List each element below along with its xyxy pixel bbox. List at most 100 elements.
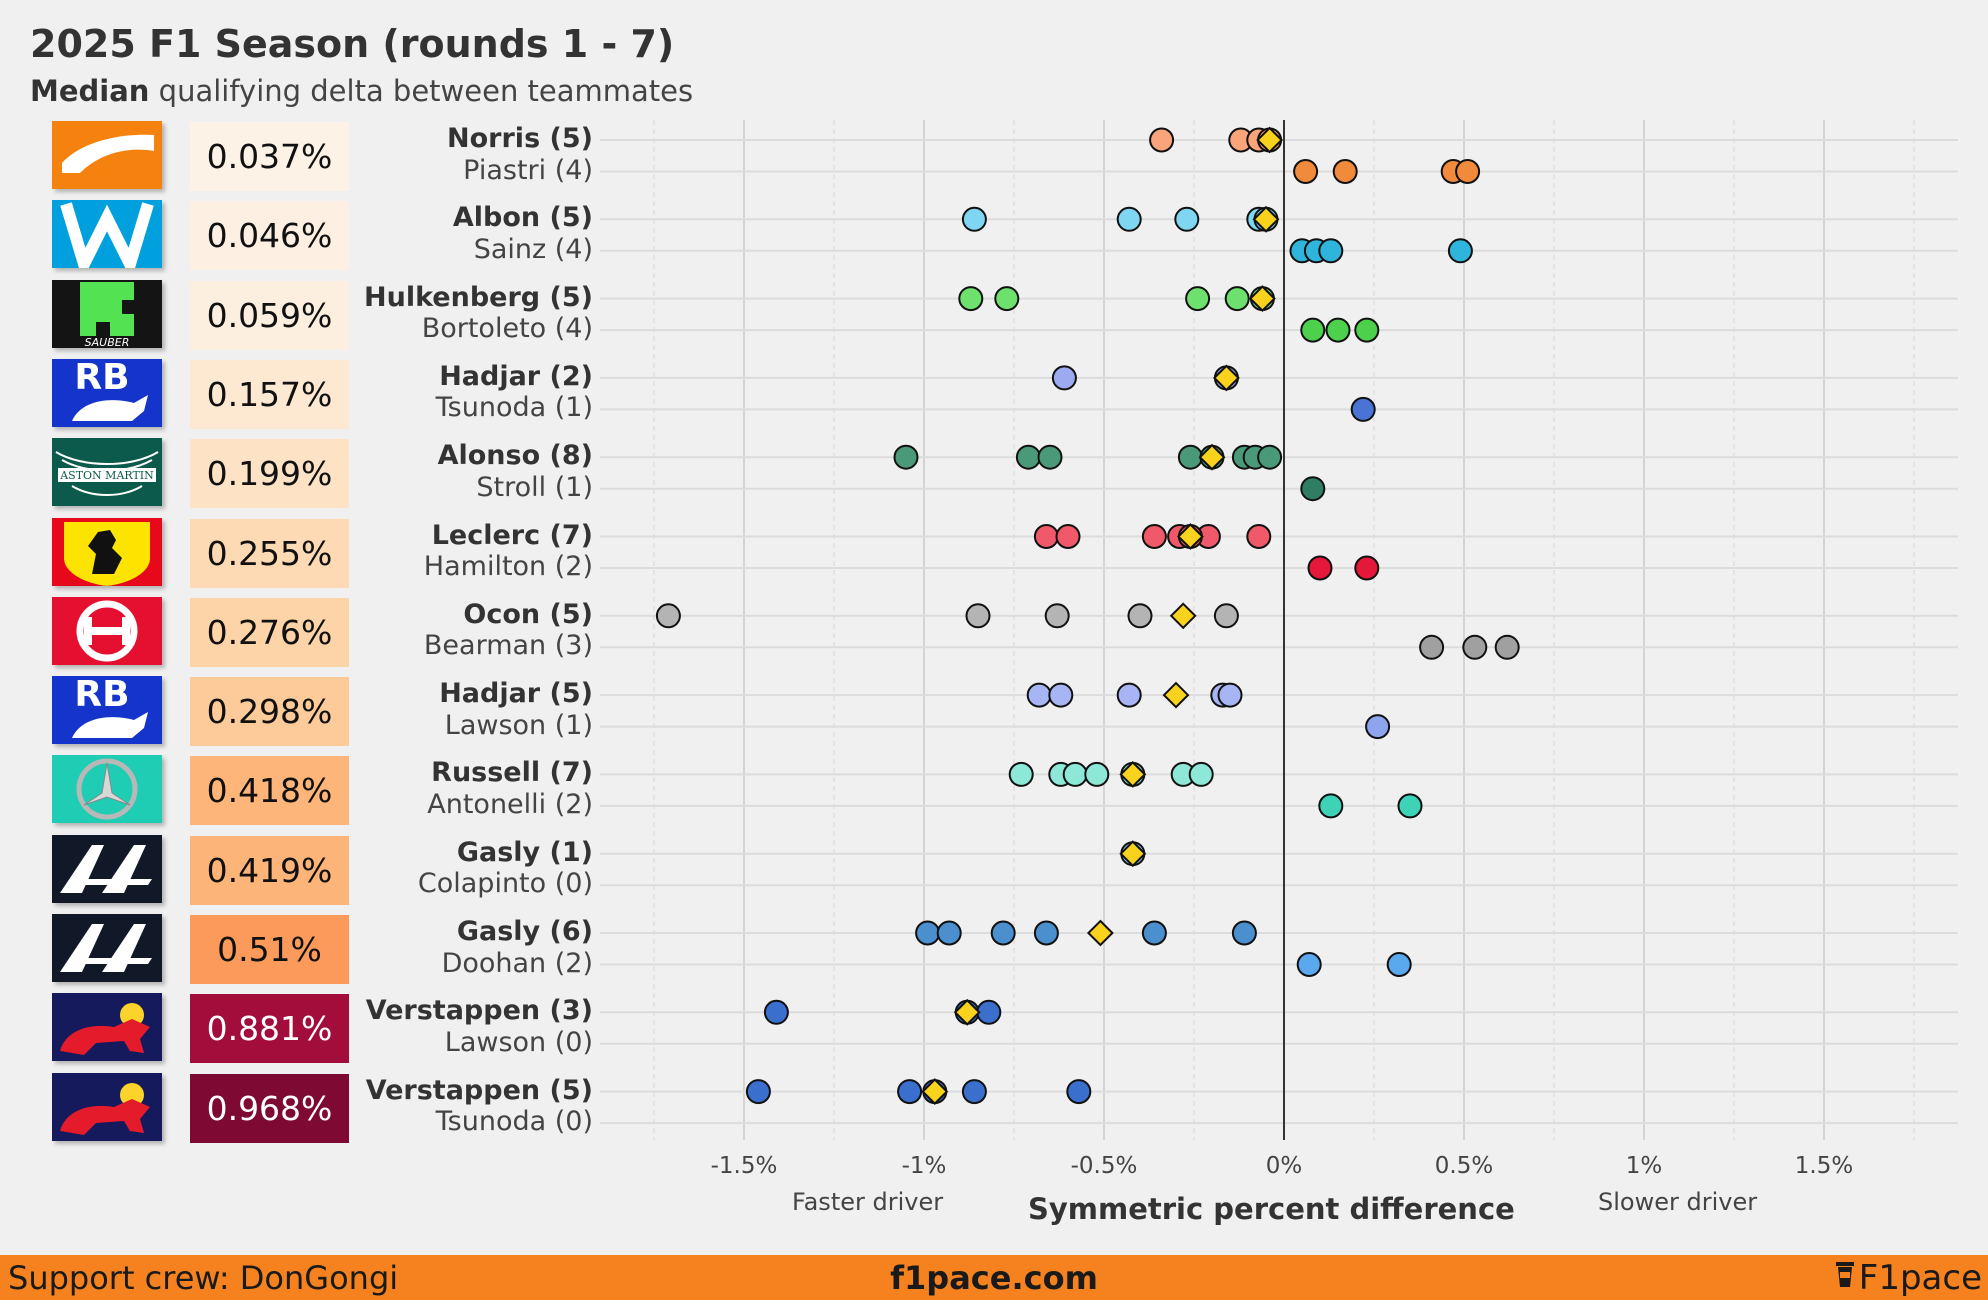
x-tick-label: -1.5% <box>711 1153 778 1179</box>
footer-website[interactable]: f1pace.com <box>890 1259 1098 1297</box>
pair-points <box>1119 840 1147 868</box>
driver-a-point <box>745 1079 771 1105</box>
ferrari-logo <box>52 517 162 586</box>
driver-a-label: Hadjar (2) <box>439 360 593 392</box>
median-delta-value: 0.199% <box>190 439 349 509</box>
x-tick-label: 0% <box>1266 1153 1303 1179</box>
driver-a-point <box>1044 603 1070 629</box>
median-diamond-marker <box>1086 919 1114 947</box>
pair-points <box>1051 364 1376 422</box>
x-tick-label: 0.5% <box>1435 1153 1493 1179</box>
svg-text:SAUBER: SAUBER <box>85 336 130 348</box>
median-diamond-marker <box>1198 443 1226 471</box>
driver-a-point <box>1185 286 1211 312</box>
pair-points <box>1008 760 1423 819</box>
median-diamond-marker <box>1248 285 1276 313</box>
footer-brand-text: F1pace <box>1858 1258 1982 1298</box>
driver-a-point <box>1149 127 1175 153</box>
driver-a-point <box>961 206 987 232</box>
median-delta-value: 0.51% <box>190 915 349 984</box>
driver-a-point <box>1188 761 1214 787</box>
median-delta-value: 0.418% <box>190 756 349 826</box>
median-diamond-marker <box>1169 602 1197 630</box>
driver-a-point <box>893 444 919 470</box>
svg-text:ASTON MARTIN: ASTON MARTIN <box>59 469 154 482</box>
driver-b-point <box>1350 396 1376 422</box>
driver-a-label: Hadjar (5) <box>439 678 593 710</box>
driver-b-label: Tsunoda (1) <box>435 392 593 424</box>
median-diamond-marker <box>1256 126 1284 154</box>
driver-a-point <box>897 1079 923 1105</box>
svg-text:RB: RB <box>74 676 129 715</box>
driver-a-label: Gasly (6) <box>456 916 593 947</box>
driver-a-point <box>936 920 962 946</box>
coffee-cup-icon <box>1835 1258 1855 1298</box>
driver-a-label: Russell (7) <box>431 757 593 789</box>
driver-a-point <box>1217 682 1243 708</box>
driver-b-point <box>1462 634 1488 660</box>
driver-a-point <box>1141 524 1167 549</box>
driver-a-label: Verstappen (5) <box>365 1074 593 1106</box>
driver-a-point <box>1213 603 1239 629</box>
driver-b-point <box>1397 793 1423 819</box>
pair-points <box>893 443 1326 502</box>
chart-subtitle: Median qualifying delta between teammate… <box>30 74 693 108</box>
driver-a-label: Leclerc (7) <box>431 519 593 551</box>
driver-a-point <box>958 286 984 312</box>
driver-b-point <box>1419 634 1445 660</box>
x-tick-label: -0.5% <box>1071 1153 1138 1179</box>
pair-points <box>1033 523 1380 581</box>
haas-logo <box>52 596 162 665</box>
alpine-logo <box>52 834 162 903</box>
red-bull-logo <box>52 1072 162 1141</box>
driver-a-point <box>1257 444 1283 470</box>
williams-logo <box>52 200 162 269</box>
chart-title: 2025 F1 Season (rounds 1 - 7) <box>30 22 675 66</box>
driver-b-label: Colapinto (0) <box>417 868 593 900</box>
driver-b-label: Antonelli (2) <box>427 788 593 820</box>
driver-a-label: Albon (5) <box>452 202 593 234</box>
driver-b-point <box>1365 714 1391 740</box>
x-axis-title: Symmetric percent difference <box>1028 1192 1515 1226</box>
median-diamond-marker <box>1252 205 1280 233</box>
driver-a-point <box>1116 206 1142 232</box>
pair-points <box>745 1078 1092 1106</box>
driver-a-point <box>1066 1079 1092 1105</box>
median-diamond-marker <box>953 998 981 1026</box>
median-delta-value: 0.037% <box>190 122 349 191</box>
driver-b-point <box>1354 317 1380 343</box>
driver-b-label: Bearman (3) <box>423 630 593 662</box>
median-diamond-marker <box>1119 840 1147 868</box>
driver-b-point <box>1318 793 1344 819</box>
driver-b-point <box>1494 634 1520 660</box>
driver-b-point <box>1300 476 1326 502</box>
pair-points <box>1149 126 1481 184</box>
driver-b-label: Hamilton (2) <box>423 551 593 582</box>
pair-points <box>763 998 1002 1026</box>
driver-a-point <box>990 920 1016 946</box>
driver-b-label: Tsunoda (0) <box>435 1106 593 1138</box>
pair-points <box>958 285 1380 343</box>
pair-points <box>961 205 1473 264</box>
median-delta-value: 0.276% <box>190 597 349 667</box>
x-tick-label: 1% <box>1626 1153 1663 1179</box>
driver-a-label: Alonso (8) <box>437 440 593 472</box>
driver-b-label: Piastri (4) <box>463 154 593 186</box>
driver-b-label: Lawson (1) <box>444 709 593 741</box>
driver-b-label: Bortoleto (4) <box>421 313 593 345</box>
driver-b-label: Doohan (2) <box>441 947 593 979</box>
sauber-logo: SAUBER <box>52 279 162 348</box>
median-delta-value: 0.255% <box>190 518 349 588</box>
median-delta-value: 0.881% <box>190 994 349 1064</box>
rb-logo: RB <box>52 676 162 745</box>
pair-points <box>915 919 1412 977</box>
driver-b-label: Lawson (0) <box>444 1026 593 1058</box>
driver-a-label: Verstappen (3) <box>365 995 593 1027</box>
svg-text:RB: RB <box>74 359 129 398</box>
driver-a-label: Gasly (1) <box>456 836 593 868</box>
driver-a-point <box>1084 761 1110 787</box>
driver-b-point <box>1318 238 1344 264</box>
median-delta-value: 0.968% <box>190 1073 349 1143</box>
driver-a-point <box>1048 682 1074 708</box>
